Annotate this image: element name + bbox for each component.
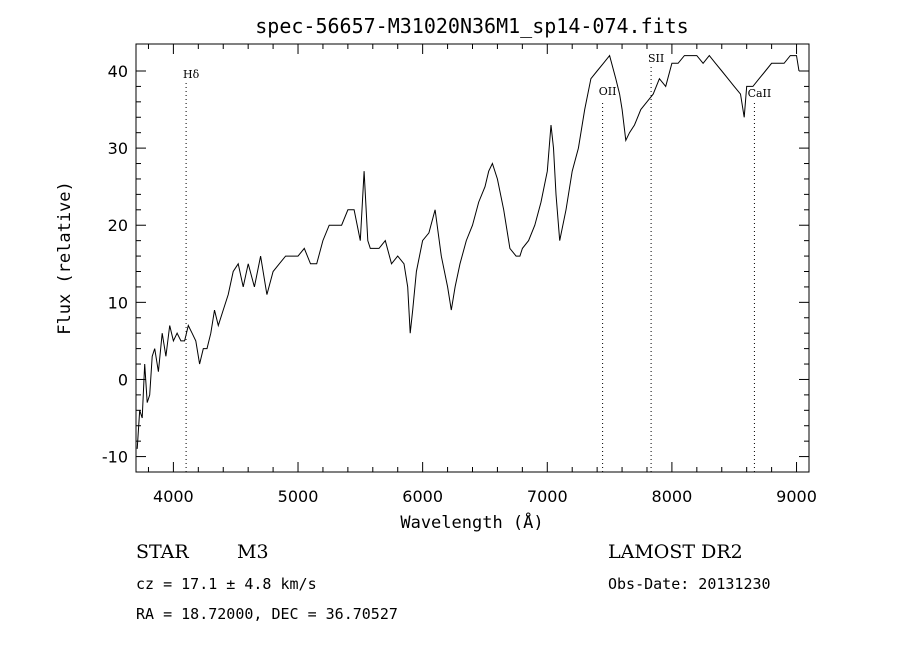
object-class: STAR: [136, 541, 189, 563]
x-tick-label: 9000: [776, 487, 817, 506]
radec-text: RA = 18.72000, DEC = 36.70527: [136, 605, 398, 623]
plot-frame: [135, 43, 810, 473]
x-tick-label: 8000: [652, 487, 693, 506]
y-tick-label: 40: [108, 62, 128, 81]
y-tick-label: 0: [118, 370, 128, 389]
chart-title: spec-56657-M31020N36M1_sp14-074.fits: [255, 14, 688, 38]
spectral-line-label: SII: [648, 52, 664, 65]
x-tick-label: 7000: [527, 487, 568, 506]
redshift-text: cz = 17.1 ± 4.8 km/s: [136, 575, 317, 593]
spectral-line-label: OII: [599, 85, 617, 98]
y-tick-label: 30: [108, 139, 128, 158]
x-tick-label: 5000: [278, 487, 319, 506]
obs-date-text: Obs-Date: 20131230: [608, 575, 771, 593]
y-axis-label: Flux (relative): [55, 181, 75, 335]
spectrum-line: [136, 54, 800, 449]
x-tick-label: 4000: [153, 487, 194, 506]
y-tick-label: 20: [108, 216, 128, 235]
y-tick-label: -10: [102, 448, 128, 467]
x-axis-ticks: 4000 5000 6000 7000 8000 9000: [147, 44, 817, 506]
spectral-line-label: CaII: [748, 87, 772, 100]
line-markers: Hδ OII SII CaII: [183, 52, 771, 472]
spectral-line-label: Hδ: [183, 68, 200, 81]
survey-name: LAMOST DR2: [608, 541, 743, 563]
x-tick-label: 6000: [402, 487, 443, 506]
plot-area: Hδ OII SII CaII 4000 5000 6000 7000 8000 9000 -1…: [102, 43, 817, 506]
x-axis-label: Wavelength (Å): [400, 511, 543, 533]
object-subclass: M3: [237, 541, 269, 563]
y-axis-ticks: -10 0 10 20 30 40: [102, 62, 809, 467]
y-tick-label: 10: [108, 293, 128, 312]
